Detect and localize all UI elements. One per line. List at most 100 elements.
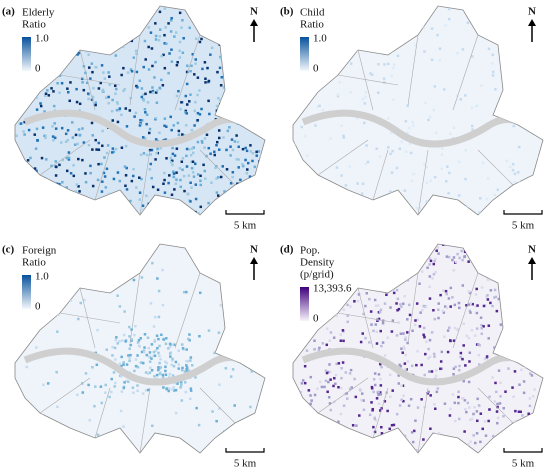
grid-cell [519,345,522,349]
grid-cell [150,47,154,50]
grid-cell [118,362,122,366]
grid-cell [348,165,351,168]
grid-cell [306,435,310,439]
grid-cell [502,103,506,106]
grid-cell [430,58,434,62]
grid-cell [499,43,503,47]
north-arrowhead [528,257,536,264]
grid-cell [249,70,253,74]
grid-cell [207,329,211,332]
grid-cell [219,55,222,59]
legend-title: Ratio [300,19,324,31]
grid-cell [222,13,225,17]
grid-cell [408,303,411,307]
grid-cell [533,104,537,107]
grid-cell [144,92,147,96]
grid-cell [217,136,221,140]
grid-cell [203,61,207,64]
grid-cell [188,333,191,336]
grid-cell [263,27,265,31]
grid-cell [259,28,263,32]
grid-cell [23,93,27,96]
grid-cell [508,165,512,168]
grid-cell [218,383,221,386]
grid-cell [171,343,174,346]
grid-cell [520,337,523,341]
grid-cell [353,300,356,303]
grid-cell [305,445,309,448]
grid-cell [486,177,490,180]
grid-cell [185,147,189,151]
grid-cell [108,192,111,196]
grid-cell [379,362,382,366]
grid-cell [294,201,298,205]
grid-cell [44,136,47,140]
grid-cell [420,363,423,367]
grid-cell [143,39,147,43]
grid-cell [77,51,81,55]
grid-cell [213,351,216,355]
grid-cell [441,244,445,246]
grid-cell [404,338,407,342]
grid-cell [332,384,335,388]
grid-cell [446,350,450,354]
grid-cell [200,16,204,19]
grid-cell [165,125,168,128]
grid-cell [56,19,60,23]
grid-cell [332,6,335,9]
grid-cell [151,185,155,189]
grid-cell [102,449,105,453]
grid-cell [203,146,206,149]
grid-cell [457,395,460,399]
grid-cell [453,207,456,210]
grid-cell [406,131,409,135]
grid-cell [158,35,162,38]
grid-cell [148,371,152,374]
grid-cell [342,308,345,311]
grid-cell [430,439,433,443]
grid-cell [383,354,387,357]
grid-cell [190,160,193,164]
grid-cell [476,304,479,307]
grid-cell [175,171,178,174]
grid-cell [45,158,48,161]
grid-cell [527,412,530,416]
grid-cell [122,386,126,390]
grid-cell [156,147,159,151]
grid-cell [434,374,438,378]
grid-cell [227,37,231,40]
grid-cell [428,370,431,373]
grid-cell [344,184,348,187]
grid-cell [118,21,121,25]
grid-cell [157,351,160,355]
grid-cell [69,172,73,175]
grid-cell [328,19,332,22]
grid-cell [130,70,134,73]
grid-cell [37,52,40,56]
legend-max: 13,393.6 [313,283,352,295]
grid-cell [165,387,168,391]
grid-cell [65,29,69,32]
grid-cell [440,147,444,150]
grid-cell [74,438,77,442]
grid-cell [256,191,260,194]
grid-cell [238,43,242,46]
grid-cell [163,124,166,128]
grid-cell [242,9,246,13]
grid-cell [404,150,408,153]
grid-cell [342,136,346,139]
grid-cell [177,89,180,93]
grid-cell [69,81,72,84]
grid-cell [147,346,150,350]
grid-cell [159,371,162,374]
grid-cell [442,311,446,314]
grid-cell [157,38,161,42]
grid-cell [446,329,450,332]
grid-cell [229,375,233,378]
grid-cell [225,255,228,258]
grid-cell [155,373,159,377]
grid-cell [238,114,241,117]
district-boundary [317,139,369,176]
grid-cell [195,406,198,410]
grid-cell [114,358,117,361]
